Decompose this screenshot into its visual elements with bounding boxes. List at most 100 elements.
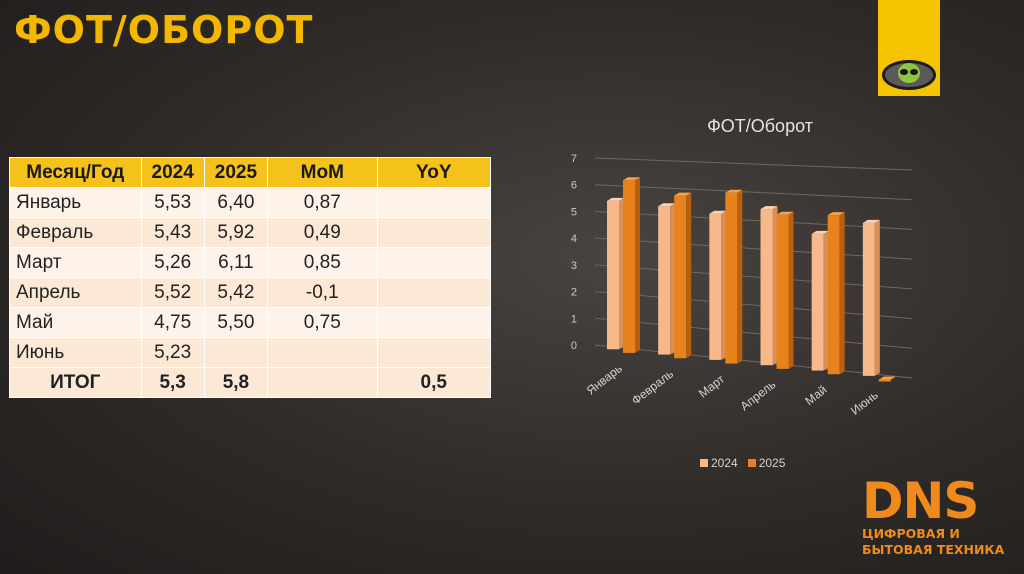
table-row: Март 5,26 6,11 0,85 — [9, 247, 491, 278]
alien-logo-icon — [882, 60, 936, 90]
bar-top — [811, 230, 829, 234]
bar-2024-Июнь — [862, 222, 875, 376]
cell-month: Июнь — [9, 337, 142, 368]
y-tick-label: 1 — [571, 313, 577, 325]
cell-2024: 5,52 — [140, 277, 205, 308]
y-tick-label: 6 — [571, 180, 577, 192]
cell-2025: 5,50 — [203, 307, 269, 338]
cell-mom: -0,1 — [267, 277, 378, 308]
header-month: Месяц/Год — [9, 157, 142, 188]
legend-label-2025: 2025 — [758, 456, 786, 470]
cell-total-mom — [267, 367, 378, 398]
cell-total-2024: 5,3 — [140, 367, 205, 398]
bar-side — [619, 197, 624, 350]
legend-swatch-2025 — [747, 459, 756, 467]
cell-2024: 5,53 — [140, 187, 205, 218]
bar-2024-Апрель — [760, 209, 773, 366]
legend-label-2024: 2024 — [711, 456, 738, 470]
cell-2025: 5,42 — [203, 277, 269, 308]
bar-2024-Январь — [607, 200, 619, 350]
cell-yoy — [376, 187, 491, 218]
cell-mom: 0,87 — [267, 187, 378, 218]
cell-2025: 6,11 — [203, 247, 269, 278]
bar-2025-Март — [725, 192, 738, 364]
bar-top — [776, 211, 794, 215]
cell-mom: 0,75 — [267, 307, 378, 338]
bar-2025-Февраль — [674, 195, 687, 359]
cell-yoy — [376, 307, 491, 338]
cell-yoy — [376, 277, 491, 308]
bar-side — [839, 212, 845, 375]
cell-mom — [267, 337, 378, 368]
cell-2025: 5,92 — [203, 217, 269, 248]
y-tick-label: 2 — [571, 287, 577, 299]
header-yoy: YoY — [376, 157, 491, 188]
bar-2025-Январь — [623, 180, 635, 353]
bar-2025-Апрель — [776, 214, 789, 369]
bar-top — [658, 203, 676, 207]
table-header-row: Месяц/Год 2024 2025 МоМ YoY — [9, 157, 491, 188]
x-tick-label: Февраль — [629, 367, 676, 408]
bar-side — [823, 230, 829, 371]
bar-2025-Май — [827, 215, 840, 375]
header-mom: МоМ — [267, 157, 378, 188]
cell-2025: 6,40 — [203, 187, 269, 218]
bar-2025-Июнь — [878, 379, 891, 382]
header-2025: 2025 — [203, 157, 269, 188]
bar-side — [737, 189, 743, 364]
dns-wordmark: DNS — [862, 472, 979, 530]
legend-swatch-2024 — [700, 459, 708, 467]
bar-side — [635, 177, 640, 353]
cell-month: Март — [9, 247, 142, 278]
cell-month: Январь — [9, 187, 142, 218]
gridline — [594, 264, 913, 290]
cell-2024: 5,26 — [140, 247, 205, 278]
bar-2024-Март — [709, 213, 722, 360]
bar-2024-Февраль — [658, 206, 671, 355]
cell-month: Февраль — [9, 217, 142, 248]
cell-total-label: ИТОГ — [9, 367, 142, 398]
dns-tagline-1: ЦИФРОВАЯ И — [862, 526, 960, 541]
legend-item-2024: 2024 — [700, 456, 738, 470]
bar-side — [772, 206, 778, 366]
y-tick-label: 4 — [571, 233, 577, 245]
y-tick-label: 7 — [571, 153, 577, 165]
bar-chart: 0 1 2 3 4 5 6 7 Январь Февраль Март Апрель Май Июнь — [571, 153, 913, 418]
cell-2024: 5,23 — [140, 337, 205, 368]
bar-top — [674, 192, 692, 196]
bar-side — [686, 192, 692, 359]
bar-side — [670, 203, 676, 355]
gridline — [594, 184, 913, 201]
cell-2025 — [203, 337, 269, 368]
dns-logo: DNS ЦИФРОВАЯ И БЫТОВАЯ ТЕХНИКА — [862, 476, 1012, 558]
table-row: Апрель 5,52 5,42 -0,1 — [9, 277, 491, 308]
table-row: Февраль 5,43 5,92 0,49 — [9, 217, 491, 248]
x-tick-label: Январь — [584, 361, 625, 397]
bar-top — [760, 206, 778, 210]
bar-top — [862, 219, 880, 223]
y-tick-label: 0 — [571, 340, 577, 352]
cell-mom: 0,85 — [267, 247, 378, 278]
gridline — [594, 157, 913, 171]
dns-tagline-2: БЫТОВАЯ ТЕХНИКА — [862, 542, 1005, 557]
bar-top — [709, 210, 727, 214]
cell-2024: 5,43 — [140, 217, 205, 248]
bar-side — [788, 211, 794, 369]
cell-month: Май — [9, 307, 142, 338]
legend-item-2025: 2025 — [747, 456, 786, 470]
gridline — [594, 291, 913, 320]
table-row: Июнь 5,23 — [9, 337, 491, 368]
gridline — [594, 210, 913, 230]
y-tick-label: 5 — [571, 206, 577, 218]
bar-top — [607, 197, 624, 201]
cell-total-yoy: 0,5 — [376, 367, 491, 398]
cell-yoy — [376, 247, 491, 278]
gridline — [594, 344, 913, 379]
cell-month: Апрель — [9, 277, 142, 308]
fot-table: Месяц/Год 2024 2025 МоМ YoY Январь 5,53 … — [9, 157, 491, 398]
y-tick-label: 3 — [571, 260, 577, 272]
x-tick-label: Март — [696, 372, 728, 401]
table-row: Январь 5,53 6,40 0,87 — [9, 187, 491, 218]
gridline — [594, 317, 913, 349]
x-tick-label: Июнь — [848, 388, 881, 418]
